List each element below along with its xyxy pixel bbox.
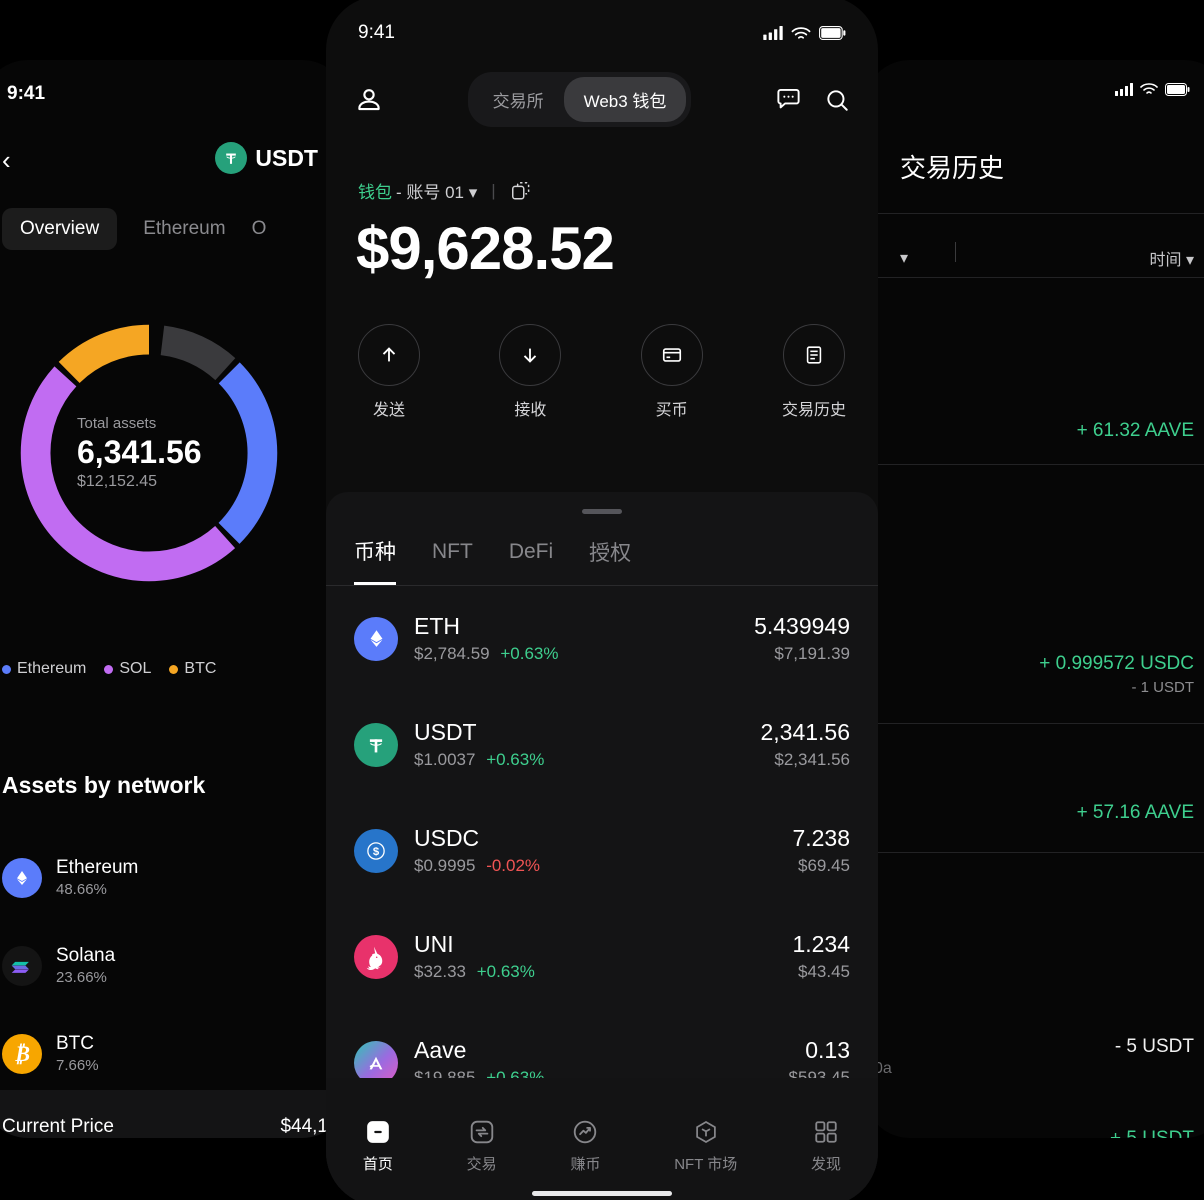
svg-text:$: $	[373, 846, 380, 858]
